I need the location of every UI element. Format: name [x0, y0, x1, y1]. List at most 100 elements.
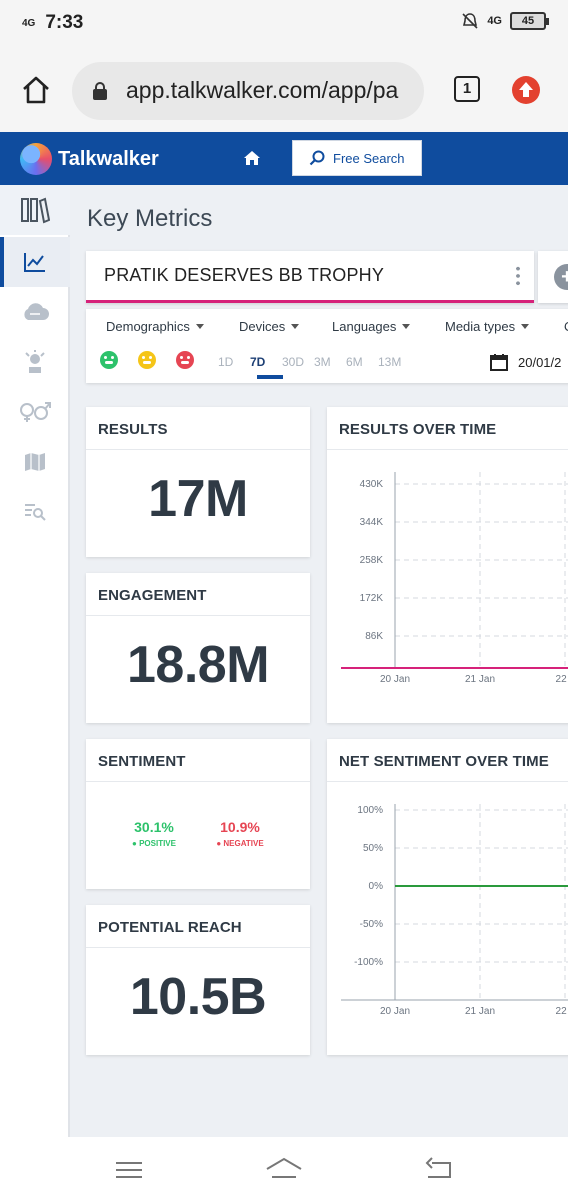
main-content: Key Metrics PRATIK DESERVES BB TROPHY + … [70, 185, 568, 1137]
positive-value: 30.1% [134, 819, 174, 835]
address-bar[interactable]: app.talkwalker.com/app/pa [72, 62, 424, 120]
y-tick-label: -100% [354, 957, 383, 968]
range-7d[interactable]: 7D [250, 355, 266, 369]
filter-languages[interactable]: Languages [332, 319, 445, 334]
x-tick-label: 22 J [556, 674, 568, 685]
filter-demographics[interactable]: Demographics [106, 319, 239, 334]
sidebar-item-library[interactable] [0, 185, 70, 235]
net-sentiment-over-time-card[interactable]: NET SENTIMENT OVER TIME 100% 50% 0% -50% -10… [327, 739, 568, 1055]
query-selector[interactable]: PRATIK DESERVES BB TROPHY [86, 251, 534, 303]
range-1d[interactable]: 1D [218, 355, 234, 369]
y-tick-label: 430K [360, 479, 384, 490]
filter-label: Demographics [106, 319, 190, 334]
y-tick-label: 50% [363, 843, 383, 854]
sidebar-item-demographics[interactable] [0, 387, 70, 437]
x-tick-label: 22 J [556, 1006, 568, 1017]
date-value: 20/01/2 [518, 354, 562, 370]
lock-icon [93, 82, 107, 100]
sidebar-item-cloud[interactable] [0, 287, 70, 337]
filter-label: O [564, 319, 568, 334]
results-over-time-title: RESULTS OVER TIME [339, 421, 497, 438]
y-tick-label: 86K [365, 631, 383, 642]
range-13m[interactable]: 13M [378, 355, 402, 369]
logo-mark-icon [20, 143, 52, 175]
y-tick-label: 258K [360, 555, 384, 566]
signal-indicator: 4G [22, 17, 36, 29]
neutral-sentiment-icon[interactable] [138, 351, 156, 369]
tab-switcher-button[interactable]: 1 [454, 76, 480, 102]
negative-value: 10.9% [220, 819, 260, 835]
map-icon [25, 453, 45, 471]
talkwalker-logo[interactable]: Talkwalker [20, 143, 159, 175]
free-search-button[interactable]: Free Search [292, 140, 422, 176]
y-tick-label: 100% [357, 805, 383, 816]
add-icon: + [554, 264, 568, 290]
caret-down-icon [402, 324, 411, 329]
calendar-icon [490, 354, 508, 371]
engagement-card[interactable]: ENGAGEMENT 18.8M [86, 573, 310, 723]
positive-sentiment-icon[interactable] [100, 351, 118, 369]
results-over-time-chart: 430K 344K 258K 172K 86K 20 Jan 21 Jan 22 J [341, 472, 568, 685]
engagement-value: 18.8M [126, 636, 270, 694]
results-over-time-card[interactable]: RESULTS OVER TIME 430K 344K 258K 172K 86K 20 … [327, 407, 568, 723]
sidebar-item-map[interactable] [0, 437, 70, 487]
logo-text: Talkwalker [58, 147, 159, 170]
home-icon[interactable] [243, 149, 261, 167]
date-picker[interactable]: 20/01/2 [490, 353, 561, 371]
card-divider [86, 947, 310, 948]
back-icon[interactable] [420, 1155, 460, 1185]
filter-bar: Demographics Devices Languages Media typ… [86, 309, 568, 383]
range-30d[interactable]: 30D [282, 355, 305, 369]
sidebar-item-key-metrics[interactable] [0, 237, 70, 287]
app-header: Talkwalker Free Search [0, 132, 568, 185]
card-divider [86, 449, 310, 450]
sentiment-card[interactable]: SENTIMENT 30.1% ● POSITIVE 10.9% ● NEGAT… [86, 739, 310, 889]
y-tick-label: 172K [360, 593, 384, 604]
sidebar-item-search-list[interactable] [0, 487, 70, 537]
engagement-title: ENGAGEMENT [98, 587, 207, 604]
filter-overflow[interactable]: O [564, 319, 568, 334]
sidebar-item-influencers[interactable] [0, 337, 70, 387]
filter-label: Languages [332, 319, 397, 334]
list-search-icon [25, 504, 46, 521]
range-6m[interactable]: 6M [346, 355, 363, 369]
y-tick-label: 0% [369, 881, 384, 892]
potential-reach-card[interactable]: POTENTIAL REACH 10.5B [86, 905, 310, 1055]
filter-media-types[interactable]: Media types [445, 319, 564, 334]
results-card[interactable]: RESULTS 17M [86, 407, 310, 557]
add-query-button[interactable]: + [538, 251, 568, 303]
positive-label-text: POSITIVE [139, 839, 176, 848]
query-title: PRATIK DESERVES BB TROPHY [104, 265, 385, 285]
reach-title: POTENTIAL REACH [98, 919, 242, 936]
more-options-icon[interactable] [516, 265, 520, 287]
menu-icon[interactable] [108, 1155, 148, 1185]
trend-chart-icon [24, 253, 45, 272]
range-selected-indicator [257, 375, 283, 379]
negative-sentiment-icon[interactable] [176, 351, 194, 369]
network-type: 4G [487, 15, 502, 27]
card-divider [327, 781, 568, 782]
y-tick-label: -50% [360, 919, 383, 930]
sidebar [0, 185, 70, 1137]
battery-icon: 45 [510, 12, 549, 30]
card-divider [86, 781, 310, 782]
search-icon [309, 150, 325, 166]
negative-label: ● NEGATIVE [216, 839, 264, 848]
gender-icon [20, 402, 51, 422]
y-tick-label: 344K [360, 517, 384, 528]
card-divider [86, 615, 310, 616]
cloud-icon [24, 303, 49, 320]
caret-down-icon [195, 324, 204, 329]
filter-label: Media types [445, 319, 516, 334]
mute-icon [462, 13, 478, 29]
update-icon[interactable] [512, 76, 540, 104]
range-3m[interactable]: 3M [314, 355, 331, 369]
browser-home-icon[interactable] [20, 74, 52, 106]
page-title: Key Metrics [87, 205, 213, 232]
positive-label: ● POSITIVE [132, 839, 176, 848]
x-tick-label: 20 Jan [380, 674, 410, 685]
x-tick-label: 21 Jan [465, 1006, 495, 1017]
filter-devices[interactable]: Devices [239, 319, 332, 334]
x-tick-label: 21 Jan [465, 674, 495, 685]
system-home-icon[interactable] [264, 1155, 304, 1185]
